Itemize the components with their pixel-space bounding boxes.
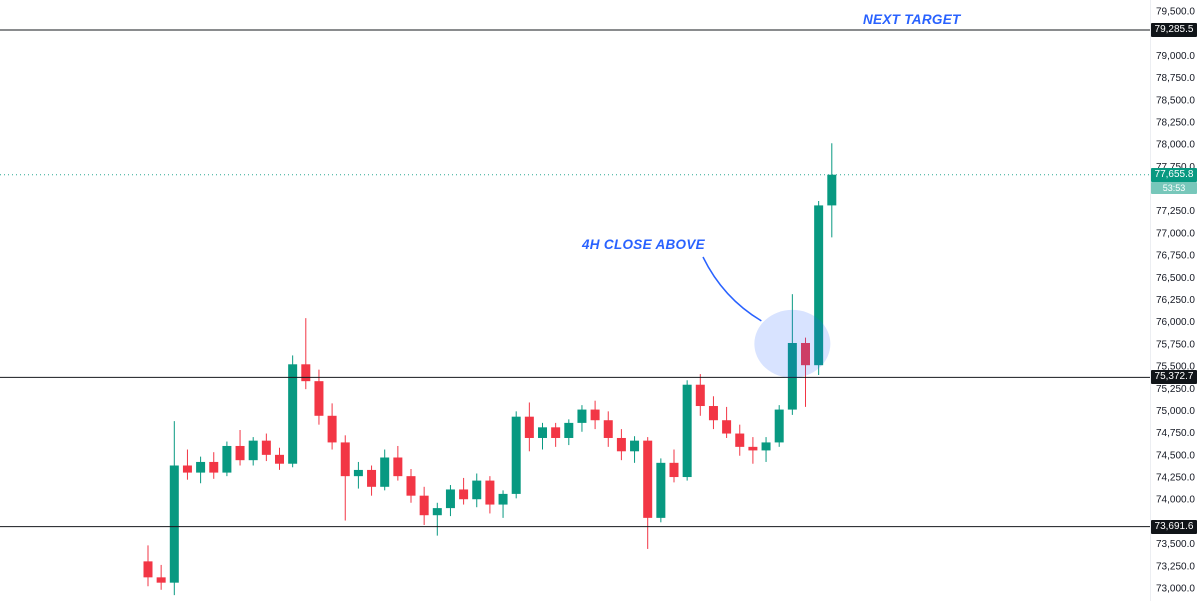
candle-body	[735, 433, 745, 447]
candle-body	[261, 440, 271, 455]
price-tick-label: 78,750.0	[1156, 73, 1195, 84]
current-price-label: 77,655.8	[1151, 167, 1197, 182]
candle-body	[485, 480, 495, 505]
candle-body	[393, 457, 403, 477]
price-tick-label: 74,250.0	[1156, 473, 1195, 484]
candle-body	[748, 446, 758, 451]
bar-close-countdown: 53:53	[1151, 181, 1197, 194]
price-label-next-target: 79,285.5	[1151, 23, 1197, 38]
price-tick-label: 73,000.0	[1156, 584, 1195, 595]
candle-body	[616, 437, 626, 452]
candle-body	[511, 416, 521, 494]
candle-body	[419, 495, 429, 516]
candle-body	[564, 422, 574, 438]
candle-body	[498, 493, 508, 505]
candle-body	[406, 476, 416, 496]
candle-body	[656, 462, 666, 518]
candle-body	[695, 384, 705, 407]
price-tick-label: 73,250.0	[1156, 561, 1195, 572]
candle-body	[787, 342, 797, 410]
candle-body	[682, 384, 692, 478]
candle-body	[827, 174, 837, 206]
candle-body	[472, 480, 482, 500]
price-tick-label: 77,750.0	[1156, 162, 1195, 173]
candle-body	[182, 465, 192, 473]
candle-body	[445, 489, 455, 509]
price-tick-label: 74,000.0	[1156, 495, 1195, 506]
candle-body	[327, 415, 337, 443]
candle-body	[275, 454, 284, 464]
candle-body	[722, 420, 732, 434]
price-tick-label: 78,000.0	[1156, 140, 1195, 151]
candle-body	[459, 489, 469, 500]
candle-body	[761, 442, 771, 451]
price-tick-label: 78,250.0	[1156, 117, 1195, 128]
price-tick-label: 76,000.0	[1156, 317, 1195, 328]
candle-body	[353, 469, 363, 477]
candle-body	[340, 442, 350, 477]
candle-body	[248, 440, 258, 461]
candle-body	[669, 462, 679, 478]
candle-body	[314, 381, 324, 416]
price-tick-label: 77,000.0	[1156, 228, 1195, 239]
annotation-4h-close-above[interactable]: 4H CLOSE ABOVE	[582, 237, 705, 252]
candle-body	[643, 440, 653, 518]
annotation-next-target[interactable]: NEXT TARGET	[863, 12, 961, 27]
candle-body	[577, 409, 587, 423]
candle-body	[801, 342, 810, 366]
candle-body	[774, 409, 784, 443]
price-label-breakout-level: 75,372.7	[1151, 370, 1197, 385]
price-tick-label: 79,000.0	[1156, 51, 1195, 62]
annotation-pointer-line[interactable]	[702, 256, 762, 322]
candle-body	[708, 406, 718, 421]
candle-body	[814, 205, 824, 366]
candle-body	[169, 465, 179, 583]
candle-body	[432, 508, 442, 516]
candle-body	[301, 364, 311, 382]
price-tick-label: 76,750.0	[1156, 251, 1195, 262]
price-tick-label: 74,750.0	[1156, 428, 1195, 439]
candle-body	[524, 416, 534, 438]
candle-body	[222, 445, 232, 473]
price-tick-label: 75,000.0	[1156, 406, 1195, 417]
price-tick-label: 75,250.0	[1156, 384, 1195, 395]
candle-body	[367, 469, 377, 487]
price-tick-label: 77,250.0	[1156, 206, 1195, 217]
candle-body	[603, 420, 613, 438]
highlight-ellipse[interactable]	[754, 309, 831, 378]
price-tick-label: 75,500.0	[1156, 362, 1195, 373]
candle-body	[590, 409, 600, 421]
candle-body	[538, 427, 547, 438]
price-tick-label: 76,500.0	[1156, 273, 1195, 284]
candle-body	[288, 364, 298, 464]
candle-body	[235, 445, 245, 461]
candle-body	[143, 561, 153, 578]
price-tick-label: 79,500.0	[1156, 7, 1195, 18]
candle-body	[196, 461, 206, 473]
candle-body	[380, 457, 390, 487]
candle-body	[630, 440, 640, 452]
price-tick-label: 73,500.0	[1156, 539, 1195, 550]
price-label-support-level: 73,691.6	[1151, 519, 1197, 534]
candle-body	[551, 427, 561, 438]
candle-body	[156, 577, 166, 583]
price-tick-label: 78,500.0	[1156, 95, 1195, 106]
price-tick-label: 74,500.0	[1156, 450, 1195, 461]
price-tick-label: 75,750.0	[1156, 339, 1195, 350]
price-tick-label: 76,250.0	[1156, 295, 1195, 306]
candle-body	[209, 461, 219, 473]
